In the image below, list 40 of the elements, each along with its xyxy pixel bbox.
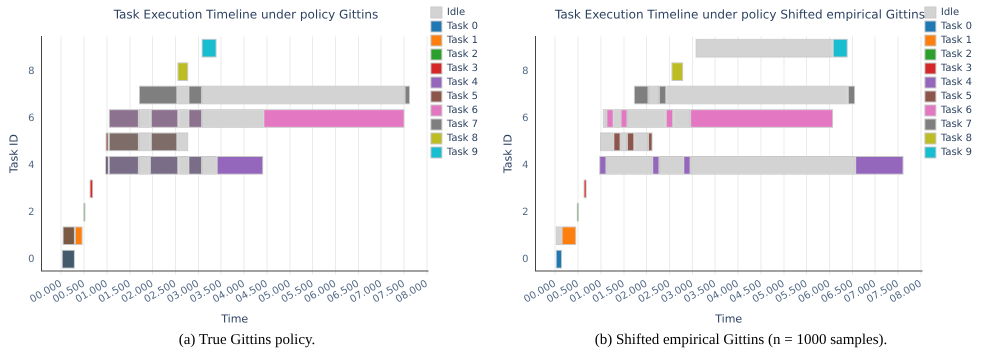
legend-label: Task 0 bbox=[940, 21, 972, 32]
legend-label: Task 2 bbox=[940, 49, 972, 60]
y-tick-label: 6 bbox=[28, 113, 35, 124]
legend-label: Task 4 bbox=[940, 77, 972, 88]
y-tick-label: 2 bbox=[522, 206, 529, 218]
y-tick-label: 8 bbox=[522, 66, 529, 78]
chart-title: Task Execution Timeline under policy Shifted empirical Gittins bbox=[554, 7, 926, 22]
legend-label: Task 4 bbox=[446, 77, 478, 88]
y-axis-title: Task ID bbox=[501, 134, 514, 174]
legend-label: Task 6 bbox=[940, 105, 972, 116]
legend-label: Task 9 bbox=[940, 147, 972, 158]
y-tick-label: 4 bbox=[28, 160, 35, 171]
legend-label: Task 9 bbox=[446, 147, 478, 158]
legend-label: Task 1 bbox=[446, 35, 478, 46]
y-tick-label: 0 bbox=[28, 254, 35, 265]
text: (a) True Gittins policy. bbox=[178, 332, 316, 349]
chart-title: Task Execution Timeline under policy Gittins bbox=[112, 7, 378, 22]
legend-label: Idle bbox=[446, 7, 466, 18]
legend-label: Task 6 bbox=[446, 105, 478, 116]
y-tick-label: 2 bbox=[28, 206, 35, 218]
y-axis-title: Task ID bbox=[7, 134, 20, 174]
legend-label: Task 7 bbox=[940, 119, 972, 130]
y-tick-label: 0 bbox=[522, 254, 529, 265]
legend-label: Task 3 bbox=[940, 63, 972, 74]
legend-label: Task 3 bbox=[446, 63, 478, 74]
legend-label: Task 5 bbox=[446, 91, 478, 102]
legend-label: Task 2 bbox=[446, 49, 478, 60]
text: (b) Shifted empirical Gittins (n = 1000 samples). bbox=[594, 332, 888, 349]
y-tick-label: 6 bbox=[522, 113, 529, 124]
legend-label: Task 7 bbox=[446, 119, 478, 130]
x-axis-title: Time bbox=[220, 312, 248, 326]
legend-label: Idle bbox=[940, 7, 960, 18]
legend-label: Task 8 bbox=[446, 133, 478, 144]
y-tick-label: 8 bbox=[28, 66, 35, 78]
x-axis-title: Time bbox=[714, 312, 742, 326]
legend-label: Task 0 bbox=[446, 21, 478, 32]
y-tick-label: 4 bbox=[522, 160, 529, 171]
legend-label: Task 1 bbox=[940, 35, 972, 46]
legend-label: Task 5 bbox=[940, 91, 972, 102]
legend-label: Task 8 bbox=[940, 133, 972, 144]
